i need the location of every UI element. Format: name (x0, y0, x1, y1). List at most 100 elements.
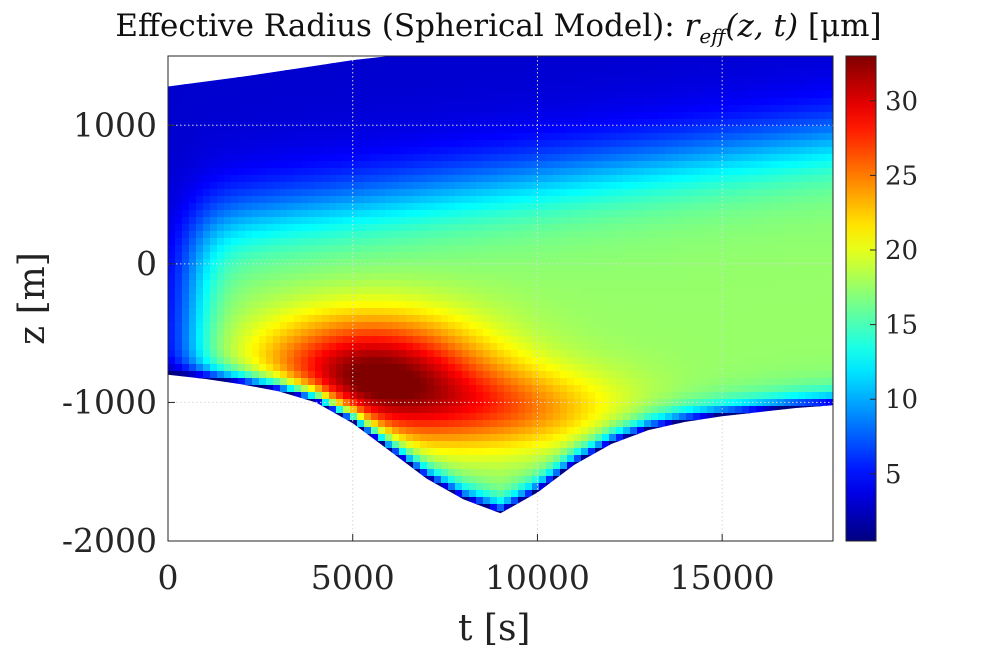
heatmap-cell (280, 350, 288, 358)
heatmap-cell (553, 273, 561, 281)
heatmap-cell (742, 343, 750, 351)
heatmap-cell (364, 371, 372, 379)
heatmap-cell (469, 147, 477, 155)
heatmap-cell (287, 168, 295, 176)
heatmap-cell (462, 350, 470, 358)
heatmap-cell (735, 147, 743, 155)
heatmap-cell (434, 294, 442, 302)
heatmap-cell (350, 280, 358, 288)
heatmap-cell (385, 70, 393, 78)
heatmap-cell (406, 98, 414, 106)
heatmap-cell (322, 252, 330, 260)
heatmap-cell (665, 140, 673, 148)
heatmap-cell (455, 182, 463, 190)
heatmap-cell (700, 63, 708, 71)
heatmap-cell (427, 238, 435, 246)
heatmap-cell (595, 448, 603, 456)
heatmap-cell (700, 343, 708, 351)
heatmap-cell (546, 84, 554, 92)
heatmap-cell (532, 119, 540, 127)
heatmap-cell (616, 231, 624, 239)
heatmap-cell (693, 77, 701, 85)
heatmap-cell (406, 301, 414, 309)
heatmap-cell (357, 77, 365, 85)
heatmap-cell (175, 56, 183, 64)
heatmap-cell (497, 252, 505, 260)
heatmap-cell (301, 280, 309, 288)
heatmap-cell (343, 119, 351, 127)
heatmap-cell (469, 154, 477, 162)
heatmap-cell (686, 210, 694, 218)
heatmap-cell (427, 63, 435, 71)
heatmap-cell (189, 308, 197, 316)
heatmap-cell (462, 294, 470, 302)
heatmap-cell (308, 168, 316, 176)
heatmap-cell (427, 385, 435, 393)
heatmap-cell (504, 161, 512, 169)
heatmap-cell (231, 343, 239, 351)
heatmap-cell (420, 301, 428, 309)
heatmap-cell (602, 294, 610, 302)
heatmap-cell (644, 63, 652, 71)
heatmap-cell (266, 84, 274, 92)
heatmap-cell (728, 308, 736, 316)
heatmap-cell (462, 84, 470, 92)
heatmap-cell (686, 189, 694, 197)
heatmap-cell (392, 77, 400, 85)
heatmap-cell (763, 392, 771, 400)
heatmap-cell (553, 154, 561, 162)
heatmap-cell (231, 98, 239, 106)
heatmap-cell (483, 497, 491, 505)
heatmap-cell (581, 357, 589, 365)
heatmap-cell (560, 224, 568, 232)
heatmap-cell (777, 245, 785, 253)
heatmap-cell (770, 378, 778, 386)
heatmap-cell (406, 105, 414, 113)
heatmap-cell (770, 385, 778, 393)
heatmap-cell (329, 322, 337, 330)
heatmap-cell (546, 441, 554, 449)
heatmap-cell (294, 224, 302, 232)
heatmap-cell (700, 329, 708, 337)
heatmap-cell (336, 350, 344, 358)
heatmap-cell (280, 126, 288, 134)
heatmap-cell (448, 210, 456, 218)
heatmap-cell (224, 98, 232, 106)
heatmap-cell (273, 210, 281, 218)
heatmap-cell (679, 280, 687, 288)
heatmap-cell (350, 231, 358, 239)
heatmap-cell (350, 238, 358, 246)
heatmap-cell (784, 77, 792, 85)
heatmap-cell (343, 315, 351, 323)
heatmap-cell (413, 133, 421, 141)
heatmap-cell (210, 84, 218, 92)
heatmap-cell (350, 84, 358, 92)
heatmap-cell (441, 462, 449, 470)
heatmap-cell (392, 266, 400, 274)
heatmap-cell (742, 203, 750, 211)
heatmap-cell (259, 378, 267, 386)
heatmap-cell (763, 203, 771, 211)
heatmap-cell (630, 77, 638, 85)
heatmap-cell (406, 182, 414, 190)
heatmap-cell (679, 273, 687, 281)
heatmap-cell (784, 294, 792, 302)
heatmap-cell (581, 70, 589, 78)
heatmap-cell (448, 483, 456, 491)
heatmap-cell (714, 154, 722, 162)
heatmap-cell (287, 287, 295, 295)
heatmap-cell (252, 273, 260, 281)
heatmap-cell (784, 217, 792, 225)
heatmap-cell (651, 119, 659, 127)
heatmap-cell (735, 294, 743, 302)
heatmap-cell (749, 273, 757, 281)
heatmap-cell (749, 287, 757, 295)
heatmap-cell (567, 287, 575, 295)
heatmap-cell (693, 182, 701, 190)
heatmap-cell (616, 273, 624, 281)
heatmap-cell (308, 140, 316, 148)
heatmap-cell (483, 371, 491, 379)
heatmap-cell (175, 63, 183, 71)
heatmap-cell (665, 147, 673, 155)
heatmap-cell (665, 77, 673, 85)
